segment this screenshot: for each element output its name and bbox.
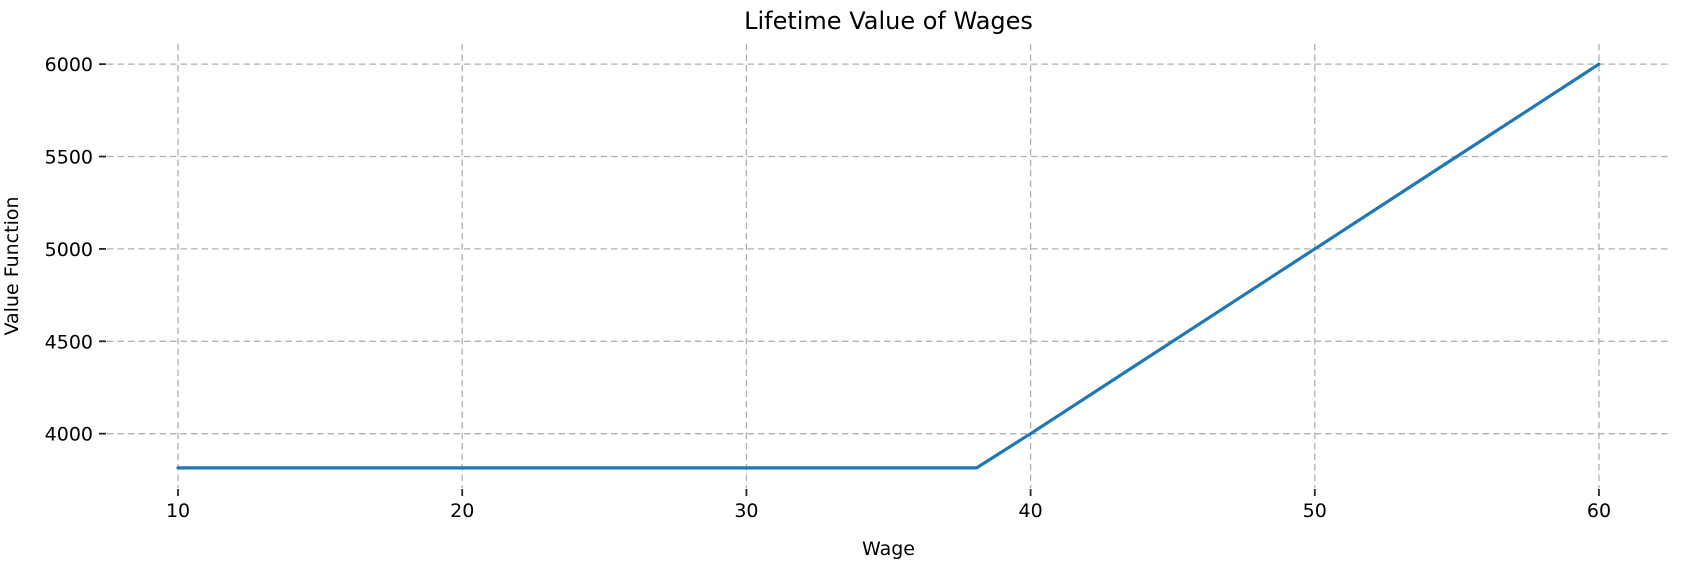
x-tick-label: 50 — [1303, 500, 1327, 522]
y-tick-label: 4500 — [45, 331, 93, 353]
x-tick-label: 60 — [1587, 500, 1611, 522]
x-axis-label: Wage — [862, 538, 915, 560]
y-tick-label: 4000 — [45, 424, 93, 446]
chart-title: Lifetime Value of Wages — [744, 7, 1033, 35]
y-tick-label: 5500 — [45, 147, 93, 169]
x-tick-label: 10 — [166, 500, 190, 522]
y-tick-label: 6000 — [45, 54, 93, 76]
x-tick-label: 30 — [734, 500, 758, 522]
x-tick-label: 20 — [450, 500, 474, 522]
x-tick-label: 40 — [1018, 500, 1042, 522]
y-tick-label: 5000 — [45, 239, 93, 261]
value-function-line — [176, 62, 1601, 470]
